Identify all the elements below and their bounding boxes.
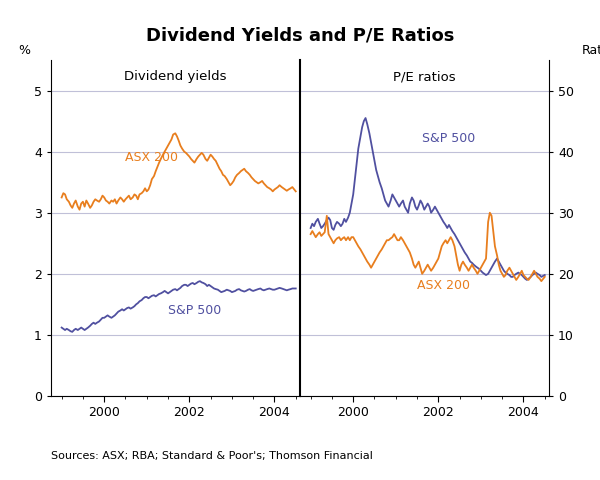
Text: Sources: ASX; RBA; Standard & Poor's; Thomson Financial: Sources: ASX; RBA; Standard & Poor's; Th… xyxy=(51,451,373,461)
Text: Ratio: Ratio xyxy=(581,44,600,57)
Text: Dividend Yields and P/E Ratios: Dividend Yields and P/E Ratios xyxy=(146,26,454,45)
Text: %: % xyxy=(19,44,31,57)
Text: ASX 200: ASX 200 xyxy=(417,279,470,292)
Text: S&P 500: S&P 500 xyxy=(422,132,475,145)
Text: P/E ratios: P/E ratios xyxy=(393,70,456,83)
Text: ASX 200: ASX 200 xyxy=(125,151,178,164)
Text: Dividend yields: Dividend yields xyxy=(124,70,227,83)
Text: S&P 500: S&P 500 xyxy=(168,303,221,316)
